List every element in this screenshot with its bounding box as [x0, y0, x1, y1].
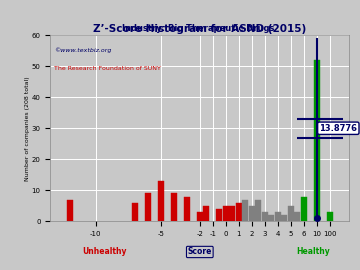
- Bar: [301, 197, 307, 221]
- Bar: [197, 212, 203, 221]
- Text: The Research Foundation of SUNY: The Research Foundation of SUNY: [54, 66, 161, 71]
- Text: Unhealthy: Unhealthy: [82, 248, 126, 256]
- Text: Score: Score: [188, 248, 212, 256]
- Bar: [236, 203, 242, 221]
- Bar: [314, 60, 320, 221]
- Title: Z’-Score Histogram for ASND (2015): Z’-Score Histogram for ASND (2015): [93, 24, 306, 34]
- Bar: [294, 212, 300, 221]
- Bar: [145, 193, 151, 221]
- Bar: [288, 206, 294, 221]
- Bar: [132, 203, 138, 221]
- Text: ©www.textbiz.org: ©www.textbiz.org: [54, 48, 112, 53]
- Y-axis label: Number of companies (208 total): Number of companies (208 total): [25, 76, 30, 181]
- Text: 13.8776: 13.8776: [319, 124, 357, 133]
- Text: Industry: Bio Therapeutic Drugs: Industry: Bio Therapeutic Drugs: [122, 24, 274, 33]
- Bar: [223, 206, 229, 221]
- Text: Healthy: Healthy: [297, 248, 330, 256]
- Bar: [327, 212, 333, 221]
- Bar: [275, 212, 281, 221]
- Bar: [216, 209, 222, 221]
- Bar: [268, 215, 274, 221]
- Bar: [249, 206, 255, 221]
- Bar: [255, 200, 261, 221]
- Bar: [158, 181, 164, 221]
- Bar: [262, 212, 268, 221]
- Bar: [171, 193, 177, 221]
- Bar: [184, 197, 190, 221]
- Bar: [67, 200, 73, 221]
- Bar: [203, 206, 209, 221]
- Bar: [281, 215, 287, 221]
- Bar: [242, 200, 248, 221]
- Bar: [229, 206, 235, 221]
